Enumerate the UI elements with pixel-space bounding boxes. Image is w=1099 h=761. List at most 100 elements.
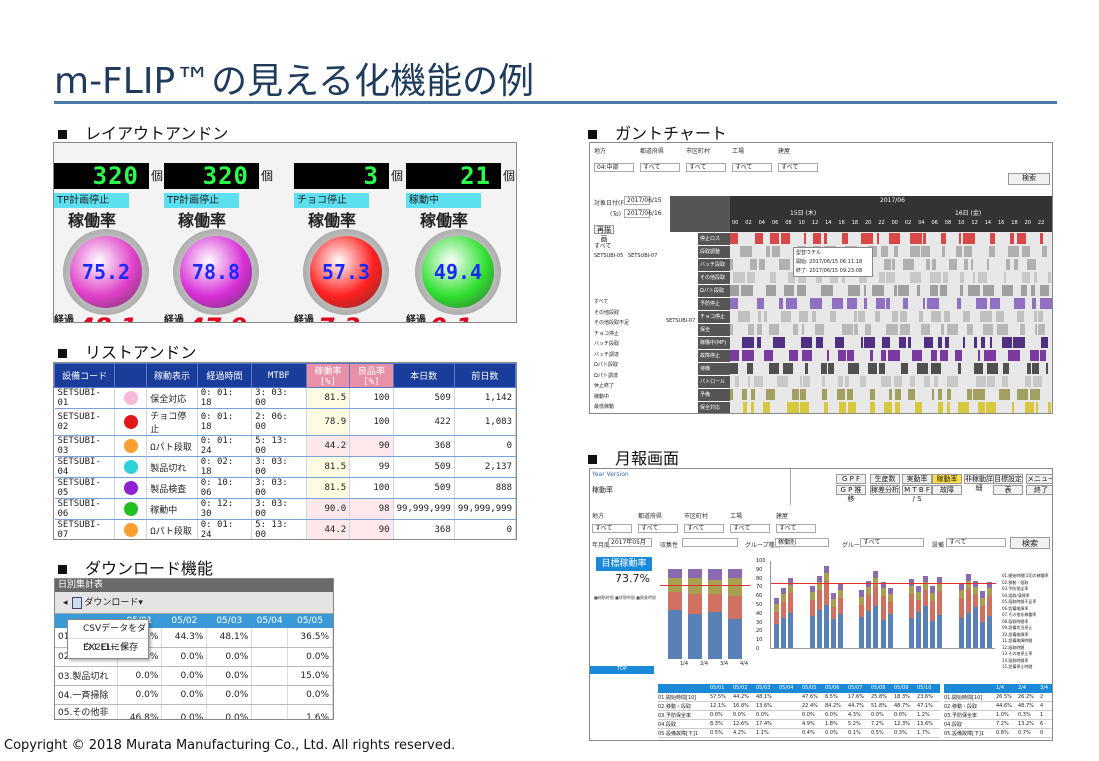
table-row[interactable]: 03.製品切れ 0.0% 0.0% 0.0% 15.0% bbox=[55, 666, 333, 686]
gantt-bar[interactable] bbox=[1017, 233, 1026, 244]
gantt-bar[interactable] bbox=[740, 246, 752, 257]
filter-select[interactable]: すべて bbox=[684, 524, 724, 533]
gantt-bar[interactable] bbox=[964, 246, 972, 257]
gantt-bar[interactable] bbox=[821, 363, 827, 374]
table-row[interactable]: SETSUBI-07 Ωパト段取 0: 01: 24 5: 13: 00 44.2 90 3… bbox=[54, 519, 516, 539]
gantt-bar[interactable] bbox=[910, 272, 921, 283]
gantt-bar[interactable] bbox=[898, 285, 909, 296]
gantt-bar[interactable] bbox=[1027, 363, 1031, 374]
gantt-bar[interactable] bbox=[981, 337, 985, 348]
gantt-bar[interactable] bbox=[999, 389, 1010, 400]
gantt-bar[interactable] bbox=[881, 376, 891, 387]
gantt-bar[interactable] bbox=[747, 363, 753, 374]
reason-checkbox[interactable]: すべて bbox=[594, 299, 609, 305]
gantt-bar[interactable] bbox=[940, 285, 947, 296]
gantt-bar[interactable] bbox=[876, 298, 885, 309]
legend-item[interactable]: 15.設備停止時間 bbox=[1002, 664, 1033, 669]
reason-checkbox[interactable]: 最低稼動 bbox=[594, 404, 615, 410]
gantt-bar[interactable] bbox=[938, 337, 942, 348]
gantt-bar[interactable] bbox=[990, 337, 992, 348]
gantt-bar[interactable] bbox=[884, 259, 891, 270]
gantt-bar[interactable] bbox=[742, 337, 754, 348]
gantt-bar[interactable] bbox=[730, 298, 738, 309]
gantt-bar[interactable] bbox=[921, 246, 930, 257]
gantt-bar[interactable] bbox=[910, 376, 915, 387]
legend-item[interactable]: 06.設備故障率 bbox=[1002, 605, 1029, 611]
gantt-bar[interactable] bbox=[968, 285, 980, 296]
gantt-bar[interactable] bbox=[956, 246, 962, 257]
date-to-input[interactable]: 2017/06/16 bbox=[624, 209, 662, 218]
gantt-bar[interactable] bbox=[947, 376, 958, 387]
table-row[interactable]: SETSUBI-02 チョコ停止 0: 01: 18 2: 06: 00 78.9 100… bbox=[54, 408, 516, 436]
gantt-bar[interactable] bbox=[1040, 285, 1049, 296]
table-row[interactable]: SETSUBI-05 製品検査 0: 10: 06 3: 03: 00 81.5 100 5… bbox=[54, 477, 516, 499]
gantt-bar[interactable] bbox=[949, 259, 957, 270]
gantt-bar[interactable] bbox=[924, 376, 930, 387]
gantt-bar[interactable] bbox=[792, 389, 799, 400]
gantt-bar[interactable] bbox=[741, 285, 753, 296]
gantt-bar[interactable] bbox=[793, 324, 798, 335]
gantt-bar[interactable] bbox=[984, 350, 996, 361]
gantt-bar[interactable] bbox=[730, 233, 738, 244]
table-row[interactable]: 05.その他非操業46.8%0.0%0.0%1.6% bbox=[55, 704, 333, 719]
gantt-bar[interactable] bbox=[742, 350, 754, 361]
gantt-bar[interactable] bbox=[895, 402, 900, 413]
filter-select[interactable]: すべて bbox=[732, 163, 772, 172]
gantt-bar[interactable] bbox=[770, 233, 779, 244]
column-header[interactable]: 05/02 bbox=[161, 614, 207, 628]
gantt-bar[interactable] bbox=[886, 272, 895, 283]
column-header[interactable]: 05/02 bbox=[733, 685, 748, 691]
gantt-bar[interactable] bbox=[1020, 324, 1025, 335]
gantt-bar[interactable] bbox=[779, 298, 783, 309]
gantt-bar[interactable] bbox=[870, 402, 875, 413]
gantt-bar[interactable] bbox=[879, 363, 885, 374]
gantt-bar[interactable] bbox=[830, 272, 838, 283]
gantt-bar[interactable] bbox=[978, 402, 985, 413]
reason-checkbox[interactable]: その他段取不足 bbox=[594, 320, 630, 326]
gantt-bar[interactable] bbox=[1038, 311, 1043, 322]
gantt-bar[interactable] bbox=[838, 376, 843, 387]
search-button[interactable]: 検索 bbox=[1008, 173, 1050, 185]
gantt-bar[interactable] bbox=[947, 389, 951, 400]
gantt-bar[interactable] bbox=[945, 337, 949, 348]
column-header[interactable]: 05/09 bbox=[894, 685, 909, 691]
column-header[interactable]: 稼働率[%] bbox=[305, 363, 351, 388]
gantt-bar[interactable] bbox=[973, 272, 975, 283]
legend-item[interactable]: 13.その他停止率 bbox=[1002, 651, 1033, 656]
gantt-bar[interactable] bbox=[748, 376, 750, 387]
table-row[interactable]: SETSUBI-06 稼動中 0: 12: 30 3: 03: 00 90.0 98 99,… bbox=[54, 498, 516, 520]
table-row[interactable]: SETSUBI-01 保全対応 0: 01: 18 3: 03: 00 81.5 100 5… bbox=[54, 387, 516, 409]
gantt-bar[interactable] bbox=[766, 246, 770, 257]
gantt-bar[interactable] bbox=[1038, 324, 1045, 335]
gantt-bar[interactable] bbox=[1030, 350, 1039, 361]
gantt-bar[interactable] bbox=[974, 337, 977, 348]
gantt-bar[interactable] bbox=[1040, 350, 1046, 361]
legend-item[interactable]: 14.段取時間率 bbox=[1002, 657, 1029, 663]
gantt-bar[interactable] bbox=[910, 233, 922, 244]
gantt-bar[interactable] bbox=[757, 298, 764, 309]
gantt-bar[interactable] bbox=[947, 324, 958, 335]
checkbox-all[interactable]: すべて bbox=[594, 243, 612, 250]
gantt-bar[interactable] bbox=[769, 324, 779, 335]
group-type-select[interactable]: 稼働別 bbox=[775, 538, 829, 547]
reason-checkbox[interactable]: Ωパト段取 bbox=[594, 362, 618, 368]
gantt-bar[interactable] bbox=[821, 285, 833, 296]
gantt-bar[interactable] bbox=[894, 376, 902, 387]
column-header[interactable]: 05/07 bbox=[848, 685, 863, 691]
gantt-bar[interactable] bbox=[912, 350, 922, 361]
gantt-bar[interactable] bbox=[987, 363, 998, 374]
gantt-bar[interactable] bbox=[1013, 337, 1025, 348]
gantt-bar[interactable] bbox=[960, 272, 964, 283]
gantt-bar[interactable] bbox=[942, 246, 945, 257]
gantt-bar[interactable] bbox=[730, 259, 733, 270]
gantt-bar[interactable] bbox=[839, 402, 846, 413]
column-header[interactable]: 05/05 bbox=[802, 685, 817, 691]
gantt-bar[interactable] bbox=[845, 376, 849, 387]
gantt-bar[interactable] bbox=[1034, 311, 1037, 322]
gantt-bar[interactable] bbox=[976, 376, 986, 387]
filter-select[interactable]: 04:中部 bbox=[594, 163, 634, 172]
gantt-bar[interactable] bbox=[938, 402, 943, 413]
gantt-bar[interactable] bbox=[769, 363, 779, 374]
top-button[interactable]: TOP bbox=[590, 666, 654, 674]
gantt-bar[interactable] bbox=[957, 298, 961, 309]
